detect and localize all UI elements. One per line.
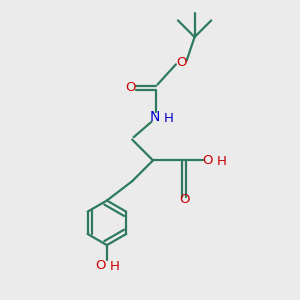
Text: O: O: [96, 260, 106, 272]
Text: H: H: [164, 112, 173, 125]
Text: H: H: [110, 260, 119, 273]
Text: N: N: [149, 110, 160, 124]
Text: O: O: [125, 81, 136, 94]
Text: H: H: [216, 155, 226, 168]
Text: O: O: [179, 193, 189, 206]
Text: O: O: [203, 154, 213, 167]
Text: O: O: [176, 56, 187, 69]
